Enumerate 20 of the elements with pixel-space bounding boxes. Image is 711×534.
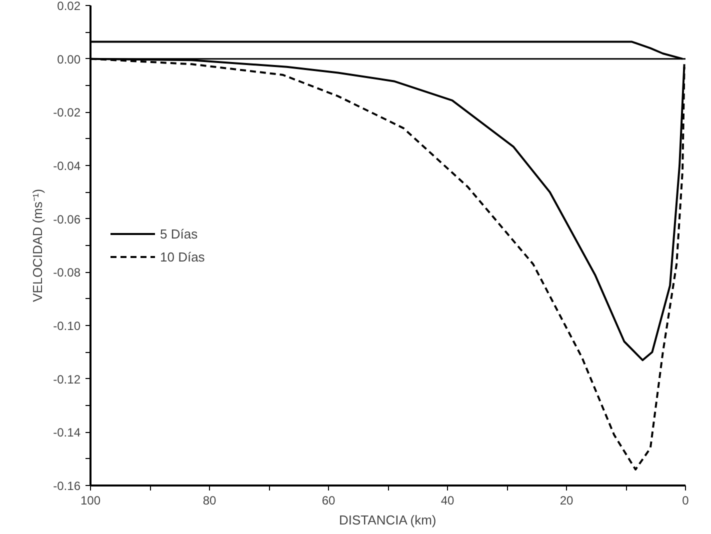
y-tick-label: -0.16 — [53, 479, 81, 493]
x-tick-label: 100 — [80, 494, 101, 508]
y-tick-label: -0.14 — [53, 426, 81, 440]
x-tick-label: 80 — [202, 494, 216, 508]
x-tick-label: 0 — [682, 494, 690, 508]
legend-label: 5 Días — [160, 226, 198, 241]
legend-label: 10 Días — [160, 249, 205, 264]
y-tick-label: -0.08 — [53, 266, 81, 280]
y-tick-label: 0.02 — [57, 0, 81, 13]
y-tick-label: -0.10 — [53, 319, 81, 333]
x-tick-label: 20 — [560, 494, 574, 508]
y-axis-title: VELOCIDAD (ms⁻¹) — [30, 188, 46, 302]
y-tick-label: 0.00 — [57, 52, 81, 66]
y-tick-label: -0.04 — [53, 159, 81, 173]
x-axis-title: DISTANCIA (km) — [339, 512, 436, 528]
x-tick-label: 60 — [322, 494, 336, 508]
y-tick-label: -0.06 — [53, 212, 81, 226]
y-tick-label: -0.12 — [53, 372, 81, 386]
x-tick-label: 40 — [440, 494, 454, 508]
y-tick-label: -0.02 — [53, 106, 81, 120]
